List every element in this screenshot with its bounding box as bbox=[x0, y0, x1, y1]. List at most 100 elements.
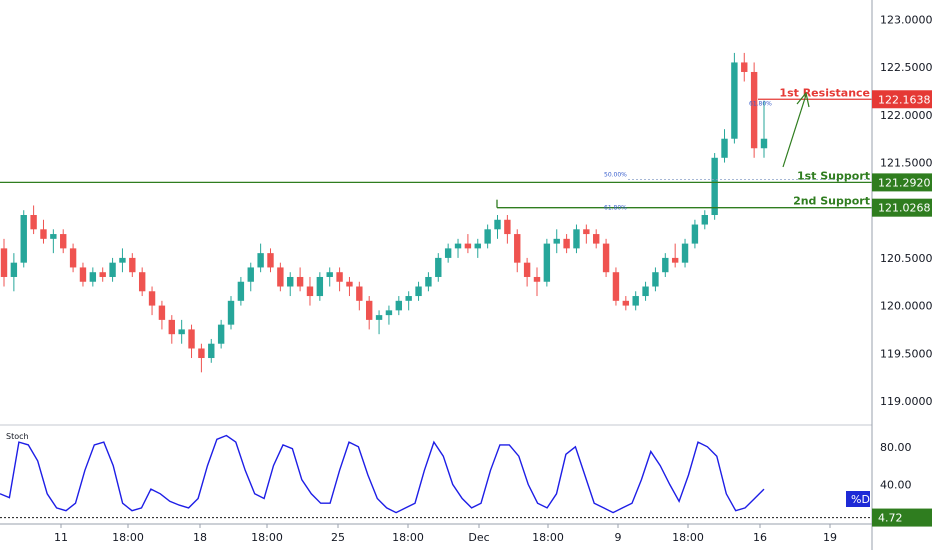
candle-body bbox=[671, 257, 679, 263]
fib-level-label: 61.80% bbox=[604, 205, 627, 212]
candle-body bbox=[484, 229, 491, 244]
candle-body bbox=[553, 238, 560, 244]
svg-text:121.2920: 121.2920 bbox=[878, 176, 931, 189]
candle-body bbox=[30, 215, 37, 230]
candle-body bbox=[731, 62, 738, 139]
time-tick-label: 18:00 bbox=[112, 531, 144, 544]
candle-body bbox=[20, 215, 27, 263]
time-tick-label: 18:00 bbox=[532, 531, 564, 544]
candle-body bbox=[296, 276, 304, 287]
candle-body bbox=[326, 272, 333, 277]
candle-body bbox=[119, 257, 126, 263]
stochastic-panel: Stoch bbox=[0, 424, 872, 519]
candle-body bbox=[148, 291, 156, 306]
candle-body bbox=[711, 157, 718, 215]
time-tick-label: 16 bbox=[753, 531, 767, 544]
time-tick-label: 11 bbox=[54, 531, 68, 544]
time-tick-label: 18:00 bbox=[672, 531, 704, 544]
time-tick-label: 19 bbox=[823, 531, 837, 544]
stoch-line bbox=[0, 434, 765, 514]
candle-body bbox=[316, 276, 324, 297]
arrow-head bbox=[796, 91, 810, 108]
time-tick-label: 25 bbox=[331, 531, 345, 544]
candle-body bbox=[10, 262, 18, 277]
candle-body bbox=[750, 71, 758, 149]
candle-body bbox=[642, 286, 649, 297]
candle-body bbox=[464, 243, 472, 249]
support-2-price-badge: 121.0268 bbox=[872, 198, 932, 217]
candle-body bbox=[158, 305, 166, 320]
price-tick-label: 123.0000 bbox=[880, 14, 932, 27]
candle-body bbox=[99, 272, 106, 277]
candle-body bbox=[474, 243, 481, 249]
svg-text:121.0268: 121.0268 bbox=[878, 202, 931, 215]
candle-body bbox=[533, 276, 541, 282]
price-tick-label: 121.5000 bbox=[880, 157, 932, 170]
candle-body bbox=[543, 243, 551, 282]
levels: 50.00% 61.80% 61.80% 1st Resistance 1st Supp… bbox=[0, 86, 872, 212]
candle-body bbox=[385, 310, 393, 316]
price-tick-label: 122.0000 bbox=[880, 109, 932, 122]
stoch-tick-label: 40.00 bbox=[880, 478, 912, 491]
candle-body bbox=[237, 281, 245, 301]
candle-body bbox=[306, 286, 314, 297]
candle-body bbox=[129, 257, 136, 273]
candle-body bbox=[454, 243, 462, 249]
candle-body bbox=[701, 215, 708, 225]
support-2-label: 2nd Support bbox=[793, 195, 870, 208]
candle-body bbox=[593, 234, 600, 244]
time-tick-label: 18:00 bbox=[251, 531, 283, 544]
candle-body bbox=[602, 243, 610, 273]
candle-body bbox=[50, 234, 57, 239]
candle-body bbox=[60, 234, 67, 249]
fib-level-label: 61.80% bbox=[749, 100, 772, 107]
candle-body bbox=[198, 348, 205, 359]
time-tick-label: 9 bbox=[615, 531, 622, 544]
svg-text:4.72: 4.72 bbox=[878, 512, 903, 525]
candle-body bbox=[405, 296, 412, 301]
candle-body bbox=[257, 253, 264, 268]
candle-body bbox=[356, 286, 363, 301]
candle-body bbox=[504, 219, 511, 235]
candle-body bbox=[69, 248, 77, 268]
candle-body bbox=[681, 243, 689, 263]
price-tick-label: 119.0000 bbox=[880, 395, 932, 408]
candle-body bbox=[632, 296, 639, 306]
resistance-label: 1st Resistance bbox=[779, 86, 870, 99]
candle-body bbox=[138, 272, 146, 292]
candle-body bbox=[573, 229, 580, 249]
candle-body bbox=[395, 300, 403, 311]
price-tick-label: 119.5000 bbox=[880, 347, 932, 360]
candle-body bbox=[336, 272, 343, 282]
candle-body bbox=[267, 253, 274, 268]
price-tick-label: 120.5000 bbox=[880, 252, 932, 265]
time-tick-label: Dec bbox=[468, 531, 489, 544]
support-1-label: 1st Support bbox=[797, 169, 870, 182]
candle-body bbox=[217, 324, 225, 344]
candle-body bbox=[346, 281, 353, 287]
candle-body bbox=[89, 272, 97, 282]
time-tick-label: 18 bbox=[193, 531, 207, 544]
price-badges: 122.1638 121.2920 121.0268 4.72 %D bbox=[846, 90, 932, 527]
candle-body bbox=[741, 62, 748, 72]
candle-body bbox=[494, 219, 501, 230]
candle-body bbox=[721, 138, 728, 158]
candle-body bbox=[188, 329, 195, 349]
price-tick-label: 120.0000 bbox=[880, 300, 932, 313]
stoch-title: Stoch bbox=[6, 432, 29, 441]
candle-body bbox=[563, 238, 570, 249]
candle-body bbox=[375, 315, 383, 320]
candle-body bbox=[622, 300, 630, 306]
candle-body bbox=[178, 329, 185, 335]
candle-body bbox=[435, 257, 442, 277]
candle-body bbox=[415, 286, 422, 297]
candle-body bbox=[612, 272, 620, 301]
price-tick-label: 122.5000 bbox=[880, 61, 932, 74]
candle-body bbox=[79, 267, 87, 282]
candle-body bbox=[287, 276, 294, 287]
candles bbox=[0, 52, 768, 373]
resistance-price-badge: 122.1638 bbox=[872, 90, 932, 109]
candle-body bbox=[247, 267, 254, 282]
